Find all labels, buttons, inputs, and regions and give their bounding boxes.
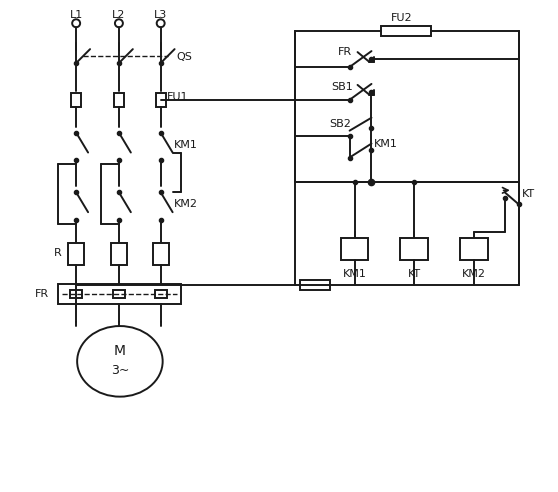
Text: KM2: KM2: [462, 269, 486, 279]
Bar: [400, 238, 428, 260]
Text: KT: KT: [522, 189, 535, 199]
Text: R: R: [54, 248, 62, 258]
Text: KT: KT: [408, 269, 421, 279]
Bar: [113, 290, 125, 298]
Text: FU2: FU2: [391, 13, 412, 23]
Bar: [71, 93, 81, 107]
Text: FR: FR: [35, 289, 49, 299]
Bar: [155, 290, 167, 298]
Text: 3~: 3~: [110, 364, 129, 377]
Text: SB1: SB1: [331, 82, 353, 92]
Bar: [153, 243, 169, 265]
Text: L1: L1: [70, 10, 83, 20]
Text: FU1: FU1: [167, 92, 188, 102]
Bar: [111, 243, 127, 265]
Text: M: M: [114, 344, 126, 358]
Text: QS: QS: [176, 52, 193, 62]
Text: KM1: KM1: [174, 140, 198, 150]
Text: KM1: KM1: [343, 269, 367, 279]
Bar: [300, 280, 330, 290]
Bar: [68, 243, 84, 265]
Text: FR: FR: [338, 47, 352, 57]
Text: L2: L2: [112, 10, 126, 20]
Text: SB2: SB2: [330, 119, 352, 129]
Text: KM1: KM1: [373, 139, 397, 149]
Text: KM2: KM2: [174, 199, 198, 209]
Bar: [460, 238, 488, 260]
Bar: [382, 26, 431, 36]
Bar: [58, 284, 181, 304]
Text: L3: L3: [154, 10, 167, 20]
Bar: [156, 93, 166, 107]
Bar: [114, 93, 124, 107]
Bar: [340, 238, 368, 260]
Bar: [70, 290, 82, 298]
